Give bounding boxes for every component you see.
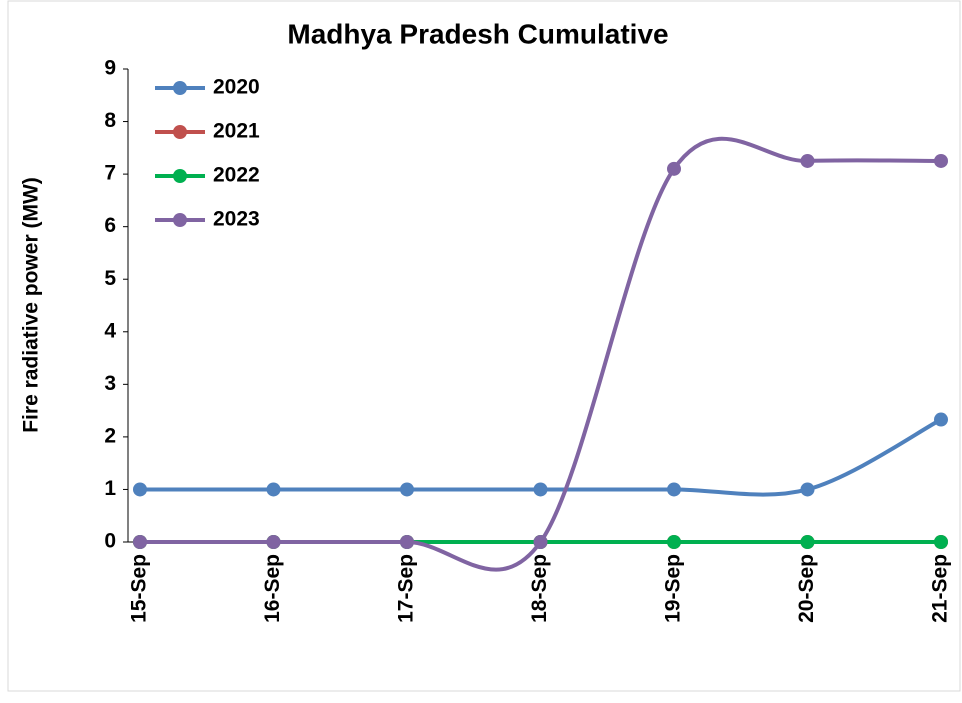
data-point <box>133 482 147 497</box>
y-tick-label: 8 <box>104 109 116 132</box>
y-tick-label: 2 <box>104 424 116 447</box>
y-tick-label: 6 <box>104 214 116 237</box>
data-point <box>934 535 948 549</box>
x-tick-label: 16-Sep <box>261 554 284 623</box>
y-axis-label: Fire radiative power (MW) <box>20 177 43 433</box>
data-point <box>533 535 548 549</box>
legend-marker <box>173 213 187 227</box>
legend-marker <box>173 81 187 95</box>
data-point <box>266 482 281 497</box>
data-point <box>800 535 815 549</box>
data-point <box>400 535 414 549</box>
y-tick-label: 1 <box>104 477 116 500</box>
data-point <box>934 153 948 168</box>
legend-label: 2023 <box>213 208 260 231</box>
legend-label: 2020 <box>213 76 260 99</box>
data-point <box>667 482 681 497</box>
data-point <box>533 482 548 497</box>
x-tick-label: 19-Sep <box>662 554 685 623</box>
x-tick-label: 20-Sep <box>795 554 818 623</box>
data-point <box>667 535 681 549</box>
y-tick-label: 5 <box>104 267 116 290</box>
data-point <box>400 482 414 497</box>
legend-label: 2021 <box>213 120 260 143</box>
data-point <box>266 535 281 549</box>
y-tick-label: 0 <box>104 530 116 553</box>
data-point <box>667 161 681 176</box>
data-point <box>934 412 948 427</box>
legend-marker <box>173 125 187 139</box>
y-tick-label: 4 <box>104 319 116 342</box>
chart-title: Madhya Pradesh Cumulative <box>287 18 668 49</box>
data-point <box>800 153 815 168</box>
x-tick-label: 15-Sep <box>128 554 151 623</box>
y-tick-label: 3 <box>104 372 116 395</box>
chart-border <box>7 0 961 692</box>
x-tick-label: 21-Sep <box>929 554 952 623</box>
y-tick-label: 9 <box>104 57 116 80</box>
legend-label: 2022 <box>213 164 260 187</box>
data-point <box>800 482 815 497</box>
x-tick-label: 17-Sep <box>395 554 418 623</box>
legend-marker <box>173 169 187 183</box>
data-point <box>133 535 147 549</box>
series-line <box>139 136 942 572</box>
x-tick-label: 18-Sep <box>528 554 551 623</box>
y-tick-label: 7 <box>104 162 116 185</box>
